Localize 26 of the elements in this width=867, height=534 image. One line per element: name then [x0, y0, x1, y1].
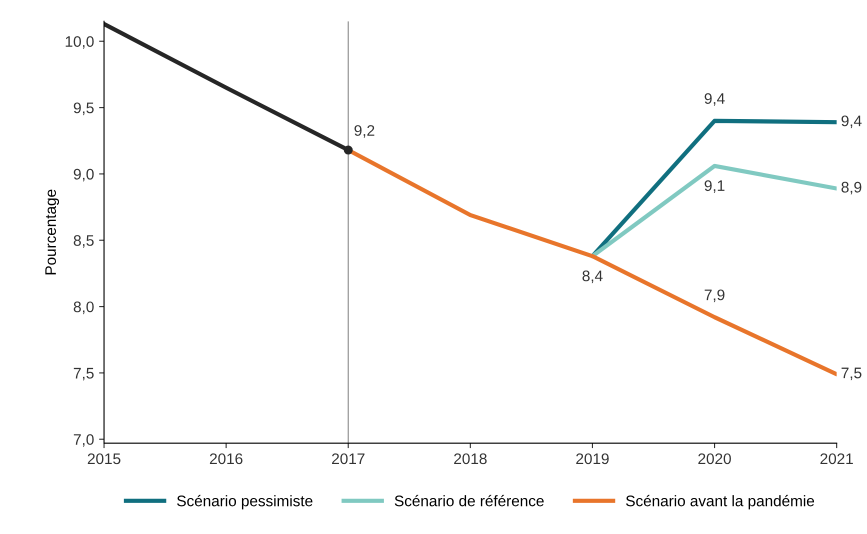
y-tick-label: 9,0: [74, 168, 94, 182]
y-tick-label: 10,0: [66, 36, 94, 49]
x-tick-label: 2018: [454, 453, 487, 464]
data-label: 8,4: [582, 270, 603, 284]
y-axis-title: Pourcentage: [45, 190, 60, 274]
data-label: 9,1: [704, 180, 724, 193]
data-label: 9,2: [354, 125, 374, 138]
x-tick-label: 2021: [820, 453, 853, 464]
x-tick-label: 2017: [332, 453, 364, 464]
y-tick-label: 8,5: [74, 235, 94, 248]
data-label: 9,4: [704, 93, 725, 106]
x-tick-label: 2015: [88, 453, 120, 464]
x-tick-label: 2019: [576, 453, 609, 464]
legend-label: Scénario de référence: [394, 494, 544, 506]
data-label: 9,4: [842, 115, 862, 128]
y-tick-label: 7,0: [74, 434, 94, 447]
y-tick-label: 8,0: [74, 301, 94, 314]
legend-label: Scénario avant la pandémie: [626, 494, 814, 510]
x-tick-label: 2020: [698, 453, 731, 464]
y-tick-label: 9,5: [74, 102, 94, 116]
data-label: 7,5: [842, 368, 862, 380]
data-label: 8,9: [841, 182, 862, 194]
y-tick-label: 7,5: [74, 368, 94, 380]
data-label: 7,9: [704, 289, 724, 302]
x-tick-label: 2016: [210, 453, 242, 464]
legend-label: Scénario pessimiste: [177, 494, 312, 510]
